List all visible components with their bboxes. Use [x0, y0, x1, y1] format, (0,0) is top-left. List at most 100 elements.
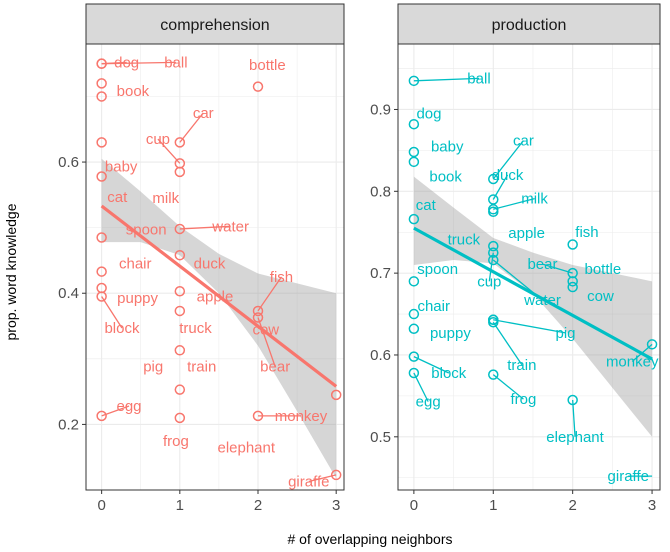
point-label-truck: truck — [179, 320, 212, 337]
point-label-cup: cup — [477, 273, 501, 290]
panel-border — [397, 43, 661, 491]
data-point-train — [174, 345, 186, 356]
data-point-ball — [408, 75, 420, 87]
point-label-milk: milk — [152, 190, 179, 207]
point-label-puppy: puppy — [430, 325, 471, 342]
data-point-truck — [488, 240, 499, 252]
panel-strip — [85, 3, 345, 45]
point-label-train: train — [187, 359, 216, 376]
point-label-cat: cat — [107, 189, 128, 206]
label-connector — [493, 319, 566, 334]
point-label-cow: cow — [587, 288, 614, 305]
data-point-bottle — [252, 81, 264, 92]
y-tick-label: 0.6 — [58, 154, 79, 171]
x-tick-label: 2 — [254, 497, 262, 514]
point-label-book: book — [429, 169, 462, 186]
point-label-baby: baby — [105, 159, 138, 176]
point-label-frog: frog — [511, 391, 537, 408]
label-connector — [179, 225, 231, 230]
label-connector — [492, 374, 524, 400]
point-label-bottle: bottle — [249, 57, 286, 74]
point-label-chair: chair — [119, 256, 152, 273]
data-point-giraffe — [646, 339, 658, 350]
panel-comprehension: comprehension dog ball book bottle car cupbaby… — [58, 3, 345, 514]
point-label-egg: egg — [416, 394, 441, 411]
data-point-puppy — [408, 323, 420, 335]
x-tick-label: 3 — [332, 497, 340, 514]
point-label-spoon: spoon — [417, 261, 458, 278]
point-label-fish: fish — [575, 224, 598, 241]
data-point-ball — [96, 58, 107, 69]
point-label-giraffe: giraffe — [608, 468, 649, 485]
point-label-giraffe: giraffe — [288, 473, 329, 490]
data-point-apple — [174, 286, 186, 297]
data-point-bottle — [567, 267, 578, 279]
panel-border — [85, 43, 345, 491]
y-tick-label: 0.8 — [370, 183, 391, 200]
data-point-car — [174, 137, 186, 148]
point-label-elephant: elephant — [217, 439, 275, 456]
panel-production: production ball dog baby book car duck cat milk a… — [370, 3, 661, 514]
point-label-car: car — [193, 105, 214, 122]
data-point-fish — [567, 239, 578, 250]
data-point-cow — [567, 276, 578, 287]
data-point-elephant — [567, 394, 578, 406]
data-point-egg — [96, 410, 107, 422]
point-label-ball: ball — [164, 54, 187, 71]
y-axis-title: prop. word knowledge — [3, 203, 19, 340]
confidence-band — [101, 158, 337, 479]
label-connector — [572, 399, 576, 437]
point-label-puppy: puppy — [117, 290, 158, 307]
data-point-fish — [252, 305, 264, 317]
data-point-duck — [174, 249, 186, 261]
data-point-spoon — [408, 276, 420, 287]
data-point-frog — [174, 412, 186, 424]
x-tick-label: 1 — [176, 497, 184, 514]
plot-area — [398, 44, 660, 490]
data-point-spoon — [96, 171, 107, 182]
regression-line — [413, 226, 653, 361]
data-point-apple — [488, 206, 499, 218]
data-point-truck — [96, 291, 107, 302]
regression-line — [100, 204, 338, 388]
point-label-cup: cup — [146, 131, 170, 148]
point-label-pig: pig — [143, 359, 163, 376]
label-connector — [157, 138, 181, 164]
point-label-truck: truck — [448, 232, 481, 249]
point-label-elephant: elephant — [546, 429, 604, 446]
point-label-block: block — [431, 365, 467, 382]
data-point-water — [174, 223, 186, 235]
point-label-duck: duck — [194, 256, 226, 273]
point-label-chair: chair — [417, 298, 450, 315]
y-tick-label: 0.4 — [58, 285, 79, 302]
y-tick-label: 0.9 — [370, 101, 391, 118]
data-point-cat — [96, 137, 107, 148]
panel-title: comprehension — [160, 17, 269, 34]
point-label-monkey: monkey — [275, 408, 328, 425]
data-point-cup — [488, 247, 499, 258]
data-point-pig — [174, 384, 186, 395]
data-point-giraffe — [330, 469, 342, 481]
point-label-bottle: bottle — [584, 261, 621, 278]
point-label-pig: pig — [556, 325, 576, 342]
data-point-egg — [408, 367, 420, 379]
x-tick-label: 1 — [489, 497, 497, 514]
data-point-cat — [408, 213, 420, 225]
x-tick-label: 2 — [568, 497, 576, 514]
data-point-book — [96, 78, 107, 89]
confidence-band — [413, 176, 653, 437]
data-point-frog — [488, 369, 499, 380]
data-point-baby — [96, 91, 107, 102]
panel-title: production — [492, 17, 567, 34]
y-tick-label: 0.5 — [370, 429, 391, 446]
data-point-monkey — [330, 389, 342, 401]
label-connector — [179, 112, 204, 143]
label-connector — [101, 296, 123, 329]
data-point-book — [408, 156, 420, 168]
label-connector — [257, 317, 276, 367]
point-label-apple: apple — [197, 289, 234, 306]
point-label-egg: egg — [116, 398, 141, 415]
point-label-water: water — [211, 218, 249, 235]
data-point-milk — [174, 166, 186, 178]
data-point-chair — [408, 308, 420, 320]
